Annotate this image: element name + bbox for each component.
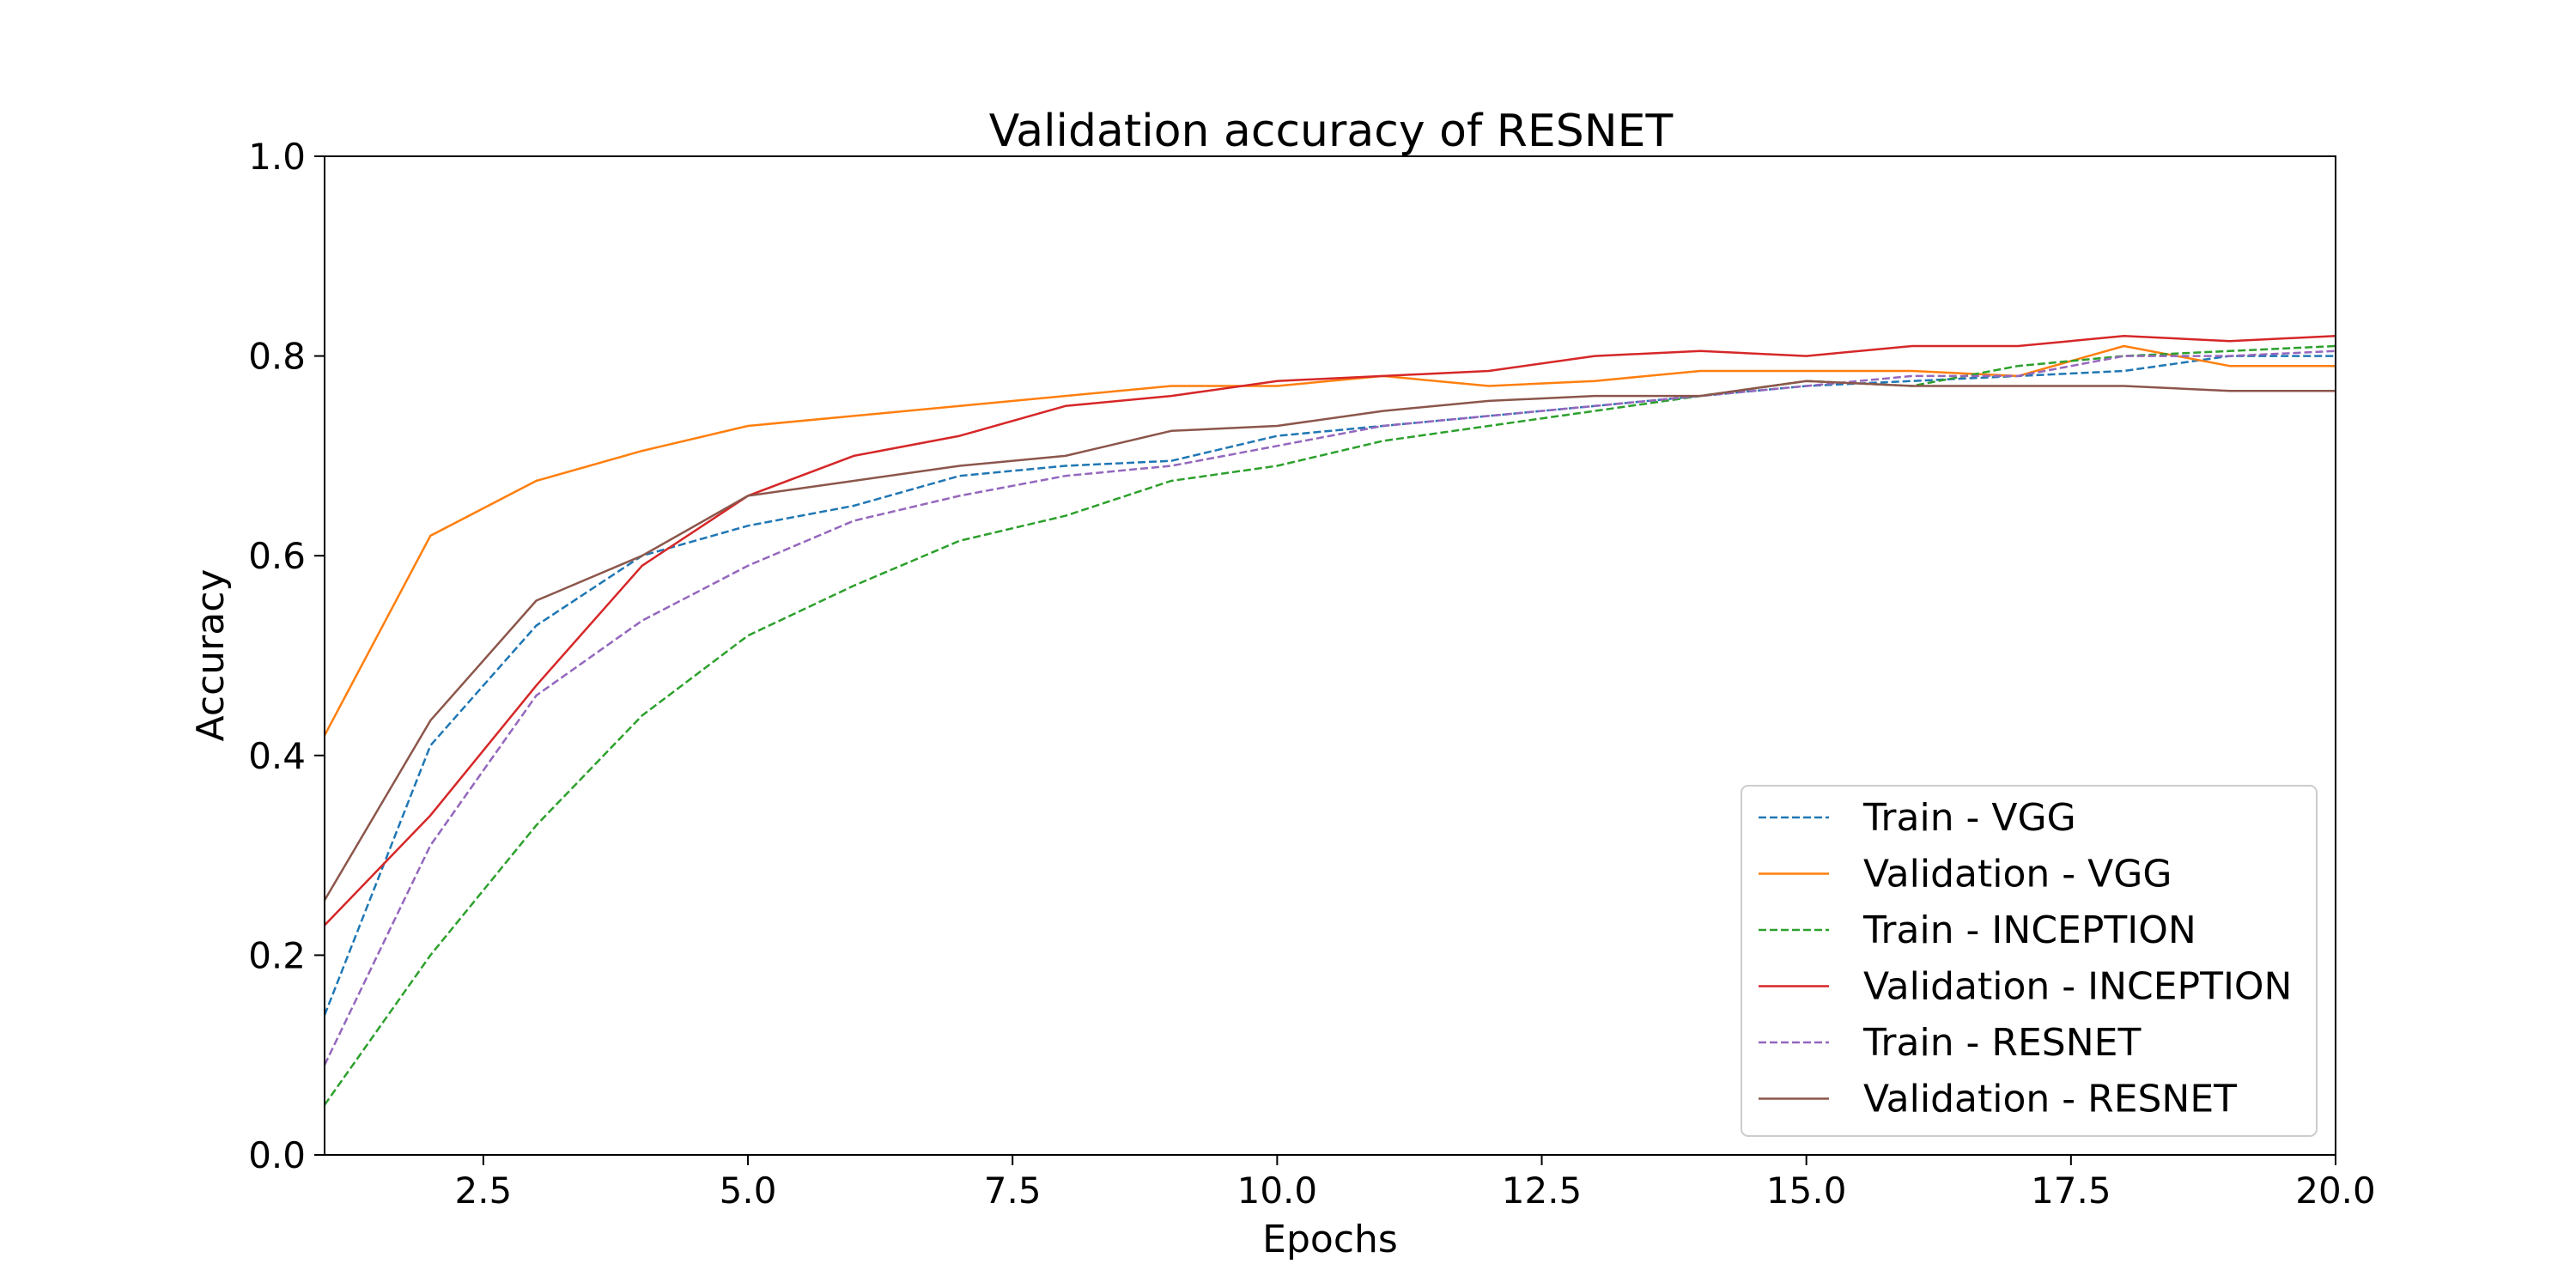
- y-tick-label: 0.8: [248, 336, 306, 378]
- legend-label: Train - RESNET: [1862, 1021, 2141, 1065]
- x-tick-label: 15.0: [1766, 1170, 1847, 1212]
- x-tick-label: 20.0: [2295, 1170, 2376, 1212]
- y-tick-label: 0.4: [248, 735, 306, 777]
- y-tick-label: 1.0: [248, 136, 306, 178]
- x-tick-label: 5.0: [720, 1170, 777, 1212]
- y-tick-label: 0.0: [248, 1134, 306, 1176]
- legend-label: Validation - INCEPTION: [1863, 965, 2292, 1009]
- legend: Train - VGG Validation - VGG Train - INCEP…: [1741, 786, 2317, 1136]
- x-axis-label: Epochs: [1262, 1218, 1398, 1261]
- legend-label: Train - VGG: [1862, 796, 2076, 840]
- x-tick-label: 2.5: [454, 1170, 512, 1212]
- legend-label: Train - INCEPTION: [1862, 908, 2196, 952]
- y-tick-label: 0.2: [248, 934, 306, 976]
- x-tick-label: 10.0: [1237, 1170, 1318, 1212]
- x-tick-label: 7.5: [984, 1170, 1042, 1212]
- y-axis-label: Accuracy: [189, 569, 233, 742]
- legend-label: Validation - RESNET: [1863, 1078, 2237, 1121]
- y-tick-label: 0.6: [248, 535, 306, 577]
- legend-label: Validation - VGG: [1863, 853, 2172, 896]
- chart-title: Validation accuracy of RESNET: [989, 106, 1674, 157]
- x-tick-label: 17.5: [2031, 1170, 2111, 1212]
- x-tick-label: 12.5: [1502, 1170, 1583, 1212]
